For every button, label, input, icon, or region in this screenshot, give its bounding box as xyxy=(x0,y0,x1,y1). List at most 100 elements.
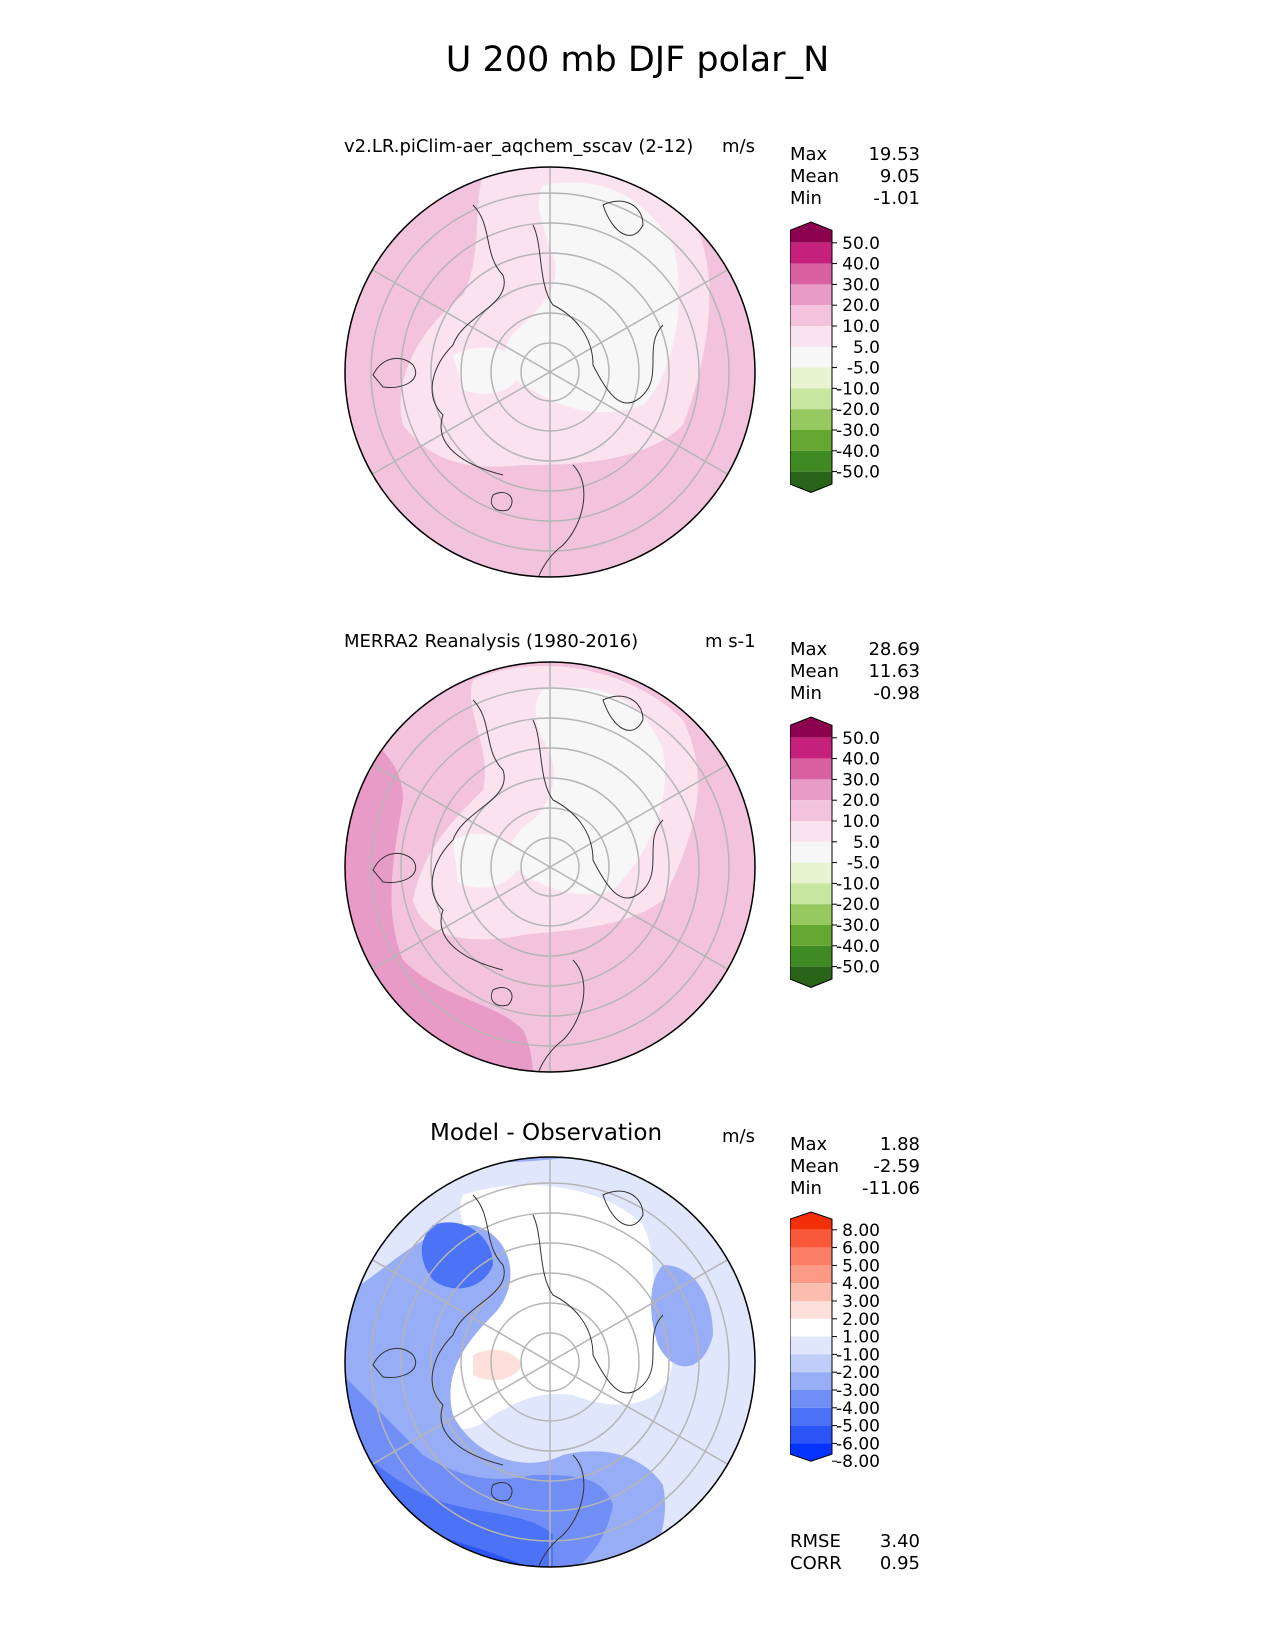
colorbar-tick-label: 30.0 xyxy=(842,275,880,295)
figure-title: U 200 mb DJF polar_N xyxy=(445,40,830,80)
stat-value: 28.69 xyxy=(868,639,920,660)
colorbar-swatch xyxy=(790,925,832,946)
stat-label: Mean xyxy=(790,661,840,682)
panel-2-map xyxy=(344,661,756,1073)
colorbar-tick-label: 1.00 xyxy=(842,1328,880,1348)
colorbar-tick-label: -50.0 xyxy=(836,463,880,483)
colorbar-tick-label: -30.0 xyxy=(836,421,880,441)
colorbar-tick-label: -1.00 xyxy=(836,1345,880,1365)
colorbar-swatch xyxy=(790,388,832,410)
panel-3-map xyxy=(344,1156,756,1568)
colorbar-outline xyxy=(790,716,833,988)
colorbar-tick-label: 5.0 xyxy=(853,338,880,358)
colorbar-swatch xyxy=(790,367,832,389)
colorbar-swatch xyxy=(790,1443,832,1462)
colorbar-swatch xyxy=(790,1283,832,1301)
colorbar-swatch xyxy=(790,737,832,759)
colorbar-swatch xyxy=(790,758,832,780)
colorbar-tick-label: 20.0 xyxy=(842,296,880,316)
stat-label: Max xyxy=(790,1134,828,1155)
stat-value: 1.88 xyxy=(879,1134,920,1155)
colorbar-tick-label: 2.00 xyxy=(842,1310,880,1330)
colorbar-tick-label: 50.0 xyxy=(842,234,880,254)
stat-value: 11.63 xyxy=(868,661,920,682)
colorbar-swatch xyxy=(790,1301,832,1319)
colorbar-tick-label: 10.0 xyxy=(842,812,880,832)
colorbar-tick-label: 40.0 xyxy=(842,255,880,275)
stat-label: RMSE xyxy=(790,1531,841,1552)
colorbar-swatch xyxy=(790,1247,832,1266)
stat-label: Min xyxy=(790,188,822,209)
colorbar-swatch xyxy=(790,1390,832,1408)
panel-3-stats: Max 1.88 Mean -2.59 Min -11.06 xyxy=(790,1134,920,1200)
panel-2-colorbar: 50.040.030.020.010.05.0-5.0-10.0-20.0-30… xyxy=(790,716,880,988)
colorbar-tick-label: -5.00 xyxy=(836,1417,880,1437)
colorbar-swatch xyxy=(790,862,832,884)
colorbar-swatch xyxy=(790,471,832,493)
colorbar-tick-label: -4.00 xyxy=(836,1399,880,1419)
colorbar-tick-label: 3.00 xyxy=(842,1292,880,1312)
colorbar-tick-label: 40.0 xyxy=(842,750,880,770)
colorbar-tick-label: 4.00 xyxy=(842,1274,880,1294)
panel-2-units: m s-1 xyxy=(705,631,756,652)
stat-label: Max xyxy=(790,144,828,165)
colorbar-swatch xyxy=(790,966,832,988)
colorbar-tick-label: -40.0 xyxy=(836,937,880,957)
colorbar-swatch xyxy=(790,883,832,905)
colorbar-swatch xyxy=(790,1229,832,1248)
panel-2-title: MERRA2 Reanalysis (1980-2016) xyxy=(344,631,639,652)
colorbar-tick-label: 5.0 xyxy=(853,833,880,853)
colorbar-swatch xyxy=(790,430,832,451)
panel-1-colorbar: 50.040.030.020.010.05.0-5.0-10.0-20.0-30… xyxy=(790,221,880,493)
stat-value: 19.53 xyxy=(868,144,920,165)
stat-value: 3.40 xyxy=(879,1531,920,1552)
colorbar-tick-label: -40.0 xyxy=(836,442,880,462)
colorbar-swatch xyxy=(790,904,832,925)
stat-label: CORR xyxy=(790,1553,842,1574)
colorbar-swatch xyxy=(790,1212,832,1230)
colorbar-tick-label: -2.00 xyxy=(836,1363,880,1383)
colorbar-tick-label: 10.0 xyxy=(842,317,880,337)
colorbar-outline xyxy=(790,1211,833,1462)
stat-label: Min xyxy=(790,1178,822,1199)
panel-3-extra-stats: RMSE 3.40 CORR 0.95 xyxy=(790,1531,920,1575)
panel-1-units: m/s xyxy=(722,136,755,157)
colorbar-swatch xyxy=(790,1407,832,1426)
colorbar-swatch xyxy=(790,1372,832,1390)
colorbar-swatch xyxy=(790,779,832,801)
colorbar-swatch xyxy=(790,450,832,472)
colorbar-swatch xyxy=(790,945,832,967)
stat-label: Max xyxy=(790,639,828,660)
panel-1-title: v2.LR.piClim-aer_aqchem_sscav (2-12) xyxy=(344,136,694,157)
colorbar-swatch xyxy=(790,1336,832,1355)
colorbar-swatch xyxy=(790,1354,832,1373)
colorbar-swatch xyxy=(790,841,832,863)
colorbar-tick-label: -30.0 xyxy=(836,916,880,936)
colorbar-swatch xyxy=(790,409,832,430)
colorbar-outline xyxy=(790,221,833,493)
colorbar-swatch xyxy=(790,263,832,285)
colorbar-tick-label: 6.00 xyxy=(842,1239,880,1259)
colorbar-tick-label: -50.0 xyxy=(836,958,880,978)
panel-1-stats: Max 19.53 Mean 9.05 Min -1.01 xyxy=(790,144,920,210)
stat-value: -11.06 xyxy=(861,1178,920,1199)
stat-label: Min xyxy=(790,683,822,704)
colorbar-swatch xyxy=(790,346,832,368)
stat-value: -0.98 xyxy=(873,683,920,704)
colorbar-tick-label: 5.00 xyxy=(842,1256,880,1276)
colorbar-swatch xyxy=(790,1318,832,1337)
stat-value: -1.01 xyxy=(873,188,920,209)
colorbar-tick-label: -5.0 xyxy=(847,359,880,379)
stat-label: Mean xyxy=(790,166,840,187)
stat-value: 9.05 xyxy=(879,166,920,187)
colorbar-swatch xyxy=(790,242,832,264)
colorbar-tick-label: -6.00 xyxy=(836,1434,880,1454)
colorbar-tick-label: -10.0 xyxy=(836,874,880,894)
panel-3-units: m/s xyxy=(722,1126,755,1147)
colorbar-tick-label: -5.0 xyxy=(847,854,880,874)
panel-3-title: Model - Observation xyxy=(430,1120,663,1146)
stat-value: -2.59 xyxy=(873,1156,920,1177)
panel-2-stats: Max 28.69 Mean 11.63 Min -0.98 xyxy=(790,639,920,705)
colorbar-swatch xyxy=(790,326,832,347)
colorbar-tick-label: 50.0 xyxy=(842,729,880,749)
